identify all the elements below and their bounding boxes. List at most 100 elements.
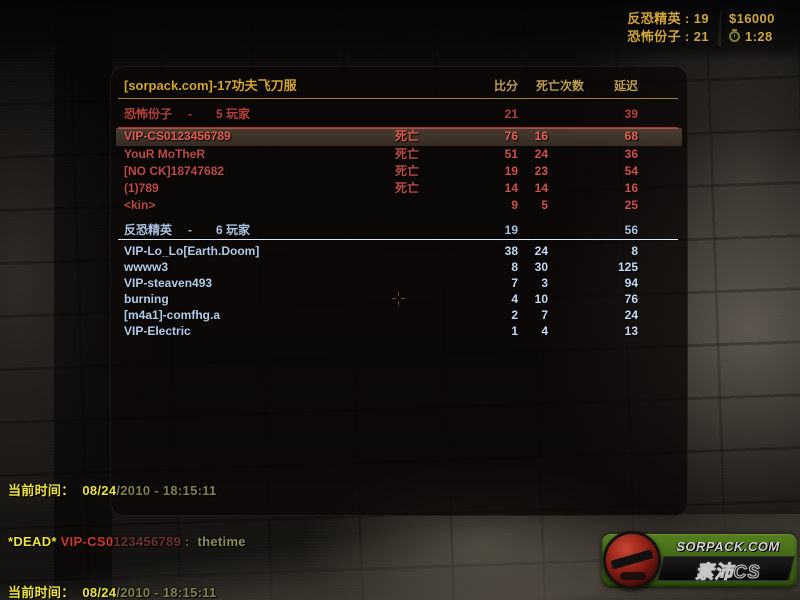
player-ping: 94 (624, 276, 638, 290)
column-header-deaths: 死亡次数 (535, 79, 584, 93)
team-dash: - (188, 223, 192, 237)
player-deaths: 16 (534, 129, 548, 143)
player-status: 死亡 (395, 181, 420, 195)
team-player-count: 5 玩家 (216, 107, 251, 121)
team-header-terrorists: 恐怖份子 - 5 玩家 21 39 (116, 106, 682, 122)
column-header-score: 比分 (493, 79, 518, 93)
player-ping: 16 (624, 181, 638, 195)
player-ping: 8 (631, 244, 638, 258)
team-name: 恐怖份子 (124, 107, 173, 121)
chat-dead-tag: *DEAD* (8, 534, 61, 549)
sorpack-logo: SORPACK.COM 素沛CS (602, 531, 797, 589)
player-name: YouR MoTheR (124, 147, 206, 161)
player-row: YouR MoTheR 死亡 51 24 36 (116, 146, 682, 162)
team-player-count: 6 玩家 (216, 223, 251, 237)
chat-message: thetime (197, 534, 246, 549)
player-ping: 36 (624, 147, 638, 161)
player-row: VIP-CS0123456789 死亡 76 16 68 (116, 128, 682, 146)
timer-value: 1:28 (745, 29, 773, 44)
player-kills: 38 (504, 244, 518, 258)
team-header-cts: 反恐精英 - 6 玩家 19 56 (116, 222, 682, 238)
sorpack-emblem-icon (603, 531, 661, 589)
chat-time-label: 当前时间： 08/24 (8, 483, 117, 498)
player-name: wwww3 (124, 260, 169, 274)
player-status: 死亡 (395, 147, 420, 161)
team-latency: 39 (624, 107, 638, 121)
player-status: 死亡 (395, 164, 420, 178)
player-ping: 54 (624, 164, 638, 178)
player-kills: 14 (504, 181, 518, 195)
player-ping: 25 (624, 198, 638, 212)
player-row: wwww3 8 30 125 (116, 259, 682, 275)
chat-log: 当前时间： 08/24/2010 - 18:15:11 *DEAD* VIP-C… (8, 448, 246, 600)
chat-time-label: 当前时间： 08/24 (8, 585, 117, 600)
background-top-shadow (0, 0, 800, 62)
column-header-latency: 延迟 (613, 79, 638, 93)
round-timer: 1:28 (729, 28, 787, 46)
sorpack-brand-text: 素沛CS (695, 562, 761, 583)
player-kills: 4 (511, 292, 518, 306)
team-score: 19 (504, 223, 518, 237)
player-ping: 13 (624, 324, 638, 338)
player-deaths: 3 (541, 276, 548, 290)
player-row: [m4a1]-comfhg.a 2 7 24 (116, 307, 682, 323)
hud-t-value: 21 (693, 29, 709, 44)
chat-separator: : (181, 534, 198, 549)
player-deaths: 14 (534, 181, 548, 195)
team-dash: - (188, 107, 192, 121)
player-row: VIP-Electric 1 4 13 (116, 323, 682, 339)
player-kills: 7 (511, 276, 518, 290)
player-row: <kin> 9 5 25 (116, 197, 682, 213)
player-deaths: 30 (534, 260, 548, 274)
hud-score-panel: 反恐精英 : 19 恐怖份子 : 21 $16000 1:28 (627, 10, 787, 46)
terrorist-divider (118, 127, 678, 129)
team-name: 反恐精英 (124, 223, 173, 237)
player-name: VIP-CS0123456789 (124, 129, 231, 143)
player-deaths: 24 (534, 147, 548, 161)
hud-t-label: 恐怖份子 : (627, 29, 690, 44)
player-ping: 24 (624, 308, 638, 322)
player-name: VIP-steaven493 (124, 276, 213, 290)
player-kills: 19 (504, 164, 518, 178)
player-kills: 2 (511, 308, 518, 322)
hud-team-scores: 反恐精英 : 19 恐怖份子 : 21 (627, 10, 709, 46)
player-name: (1)789 (124, 181, 159, 195)
ct-divider (118, 239, 678, 240)
chat-time-value: /2010 - 18:15:11 (116, 585, 217, 600)
chat-time-value: /2010 - 18:15:11 (116, 483, 217, 498)
scoreboard-header-row: [sorpack.com]-17功夫飞刀服 比分 死亡次数 延迟 (116, 78, 682, 94)
player-row: VIP-Lo_Lo[Earth.Doom] 38 24 8 (116, 243, 682, 259)
crosshair-icon (392, 292, 405, 305)
money-value: $16000 (729, 11, 775, 26)
player-name: <kin> (124, 198, 156, 212)
player-kills: 76 (504, 129, 518, 143)
player-name: VIP-Lo_Lo[Earth.Doom] (124, 244, 260, 258)
player-deaths: 5 (541, 198, 548, 212)
server-title: [sorpack.com]-17功夫飞刀服 (124, 78, 297, 93)
sorpack-site-text: SORPACK.COM (676, 539, 780, 554)
player-deaths: 23 (534, 164, 548, 178)
hud-ct-label: 反恐精英 : (627, 11, 690, 26)
hud-money-timer: $16000 1:28 (729, 10, 787, 46)
player-ping: 125 (617, 260, 638, 274)
player-kills: 1 (511, 324, 518, 338)
team-latency: 56 (624, 223, 638, 237)
hud-ct-score: 反恐精英 : 19 (627, 10, 709, 28)
player-name: burning (124, 292, 169, 306)
player-deaths: 10 (534, 292, 548, 306)
player-row: VIP-steaven493 7 3 94 (116, 275, 682, 291)
chat-line: 当前时间： 08/24/2010 - 18:15:11 (8, 584, 246, 600)
player-kills: 9 (511, 198, 518, 212)
chat-player-name-faded: 123456789 (113, 534, 182, 549)
player-name: VIP-Electric (124, 324, 191, 338)
chat-line: *DEAD* VIP-CS0123456789 : thetime (8, 533, 246, 550)
header-divider (118, 98, 678, 99)
player-row: burning 4 10 76 (116, 291, 682, 307)
hud-divider (718, 10, 720, 46)
player-name: [NO CK]18747682 (124, 164, 225, 178)
player-name: [m4a1]-comfhg.a (124, 308, 221, 322)
player-row: (1)789 死亡 14 14 16 (116, 180, 682, 196)
scoreboard-panel: [sorpack.com]-17功夫飞刀服 比分 死亡次数 延迟 恐怖份子 - … (110, 66, 688, 516)
team-score: 21 (504, 107, 518, 121)
